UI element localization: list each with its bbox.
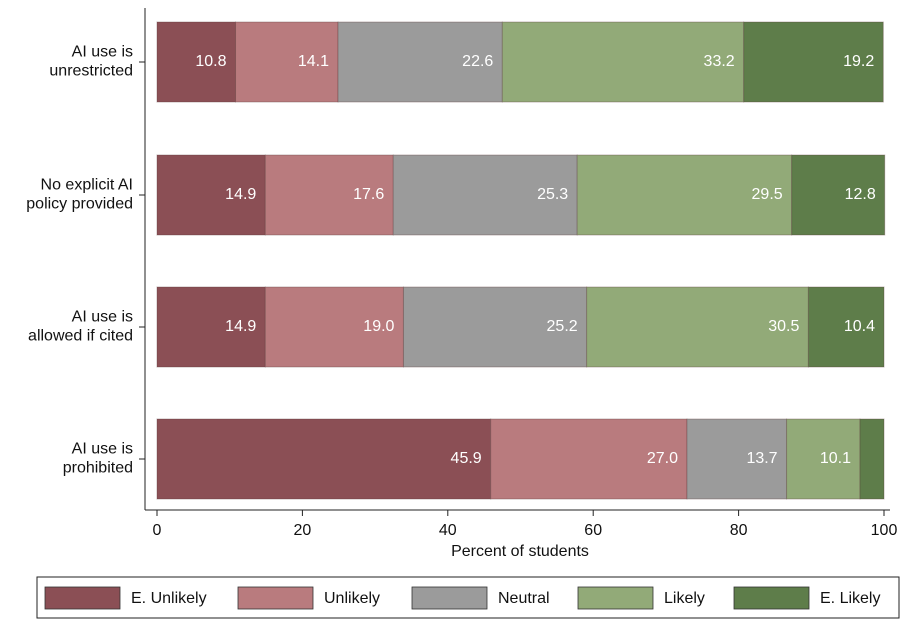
bar-segment xyxy=(490,418,688,500)
bar-segment xyxy=(743,21,884,103)
data-label: 14.9 xyxy=(225,318,256,335)
bar-segment xyxy=(786,418,861,500)
bar-segment xyxy=(501,21,745,103)
data-label: 30.5 xyxy=(768,318,799,335)
bar-segment xyxy=(392,154,578,236)
bar-segment xyxy=(337,21,503,103)
data-label: 10.8 xyxy=(195,53,226,70)
bar-segment xyxy=(807,286,885,368)
y-tick-label: AI use is prohibited xyxy=(63,441,133,477)
data-label: 19.2 xyxy=(843,53,874,70)
data-label: 25.2 xyxy=(547,318,578,335)
x-tick-label: 60 xyxy=(584,522,602,539)
bar-segment xyxy=(576,154,793,236)
bar-segment xyxy=(264,154,394,236)
y-tick-label: No explicit AI policy provided xyxy=(26,177,133,213)
bar-segment xyxy=(156,418,492,500)
legend-label: Neutral xyxy=(498,590,550,607)
bar-segment xyxy=(686,418,788,500)
data-label: 13.7 xyxy=(746,450,777,467)
y-tick-label: AI use is unrestricted xyxy=(49,44,133,80)
legend-label: E. Likely xyxy=(820,590,880,607)
bar-segment xyxy=(791,154,886,236)
data-label: 29.5 xyxy=(752,186,783,203)
legend-swatch xyxy=(44,586,121,610)
y-tick-label: AI use is allowed if cited xyxy=(28,309,133,345)
bar-segment xyxy=(156,21,237,103)
legend-box xyxy=(36,576,900,619)
data-label: 22.6 xyxy=(462,53,493,70)
legend-label: Likely xyxy=(664,590,705,607)
data-label: 19.0 xyxy=(363,318,394,335)
data-label: 33.2 xyxy=(704,53,735,70)
x-tick-label: 20 xyxy=(294,522,312,539)
legend-label: E. Unlikely xyxy=(131,590,207,607)
data-label: 27.0 xyxy=(647,450,678,467)
data-label: 10.1 xyxy=(820,450,851,467)
bar-segment xyxy=(586,286,809,368)
data-label: 14.9 xyxy=(225,186,256,203)
legend-swatch xyxy=(577,586,654,610)
bar-segment xyxy=(264,286,404,368)
legend-swatch xyxy=(411,586,488,610)
data-label: 45.9 xyxy=(451,450,482,467)
x-tick-label: 40 xyxy=(439,522,457,539)
data-label: 12.8 xyxy=(845,186,876,203)
bar-segment xyxy=(402,286,588,368)
data-label: 10.4 xyxy=(844,318,875,335)
legend-swatch xyxy=(733,586,810,610)
x-axis-label: Percent of students xyxy=(451,543,589,560)
data-label: 14.1 xyxy=(298,53,329,70)
data-label: 25.3 xyxy=(537,186,568,203)
legend-label: Unlikely xyxy=(324,590,380,607)
bar-segment xyxy=(156,286,266,368)
bar-segment xyxy=(859,418,885,500)
x-tick-label: 100 xyxy=(871,522,898,539)
legend-swatch xyxy=(237,586,314,610)
data-label: 17.6 xyxy=(353,186,384,203)
x-tick-label: 0 xyxy=(153,522,162,539)
x-tick-label: 80 xyxy=(730,522,748,539)
